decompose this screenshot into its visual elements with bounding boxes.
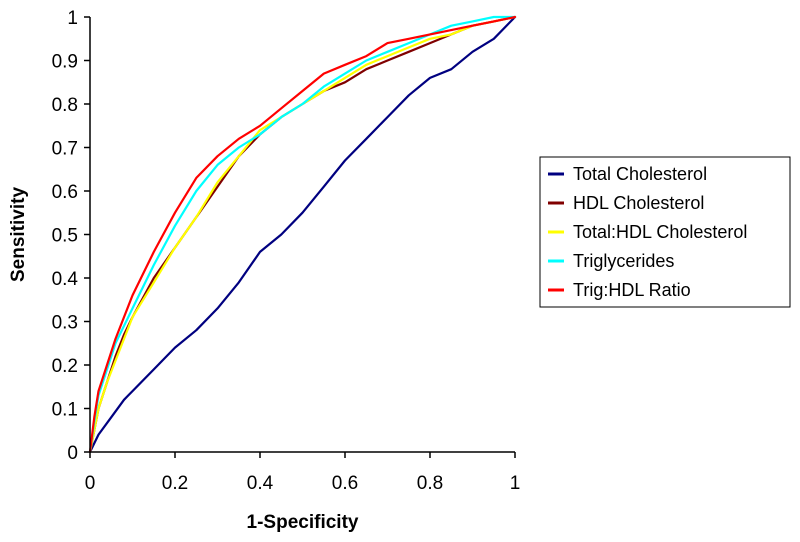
- y-tick-label: 1: [67, 8, 78, 29]
- x-tick-label: 0.2: [162, 473, 188, 494]
- x-ticks: 0 0.2 0.4 0.6 0.8 1: [85, 452, 521, 494]
- y-tick-label: 0.3: [52, 313, 78, 334]
- legend-label: Triglycerides: [573, 251, 674, 271]
- x-tick-label: 0.8: [417, 473, 443, 494]
- y-tick-label: 0.4: [52, 269, 79, 290]
- plot-lines: [88, 15, 517, 454]
- x-tick-label: 0: [85, 473, 96, 494]
- legend: Total Cholesterol HDL Cholesterol Total:HD…: [539, 156, 791, 308]
- y-tick-label: 0.5: [52, 226, 78, 247]
- legend-label: Total:HDL Cholesterol: [573, 222, 747, 242]
- y-tick-label: 0.1: [52, 400, 78, 421]
- y-axis-title: Sensitivity: [8, 187, 29, 282]
- series-line-total-cholesterol: [88, 15, 517, 454]
- legend-label: HDL Cholesterol: [573, 193, 704, 213]
- series-line-hdl-cholesterol: [88, 15, 517, 454]
- series-line-triglycerides: [88, 15, 517, 454]
- y-tick-label: 0.9: [52, 52, 78, 73]
- x-tick-label: 1: [510, 473, 521, 494]
- series-line-trig-hdl-ratio: [88, 15, 517, 454]
- legend-box: [539, 156, 791, 308]
- x-tick-label: 0.6: [332, 473, 358, 494]
- legend-label: Total Cholesterol: [573, 164, 707, 184]
- series-line-total-hdl-cholesterol: [88, 15, 517, 454]
- y-tick-label: 0.2: [52, 356, 78, 377]
- y-tick-label: 0.7: [52, 139, 78, 160]
- y-tick-label: 0: [67, 443, 78, 464]
- legend-label: Trig:HDL Ratio: [573, 280, 691, 300]
- x-tick-label: 0.4: [247, 473, 274, 494]
- axes: 0 0.1 0.2 0.3 0.4 0.5 0.6 0.7 0.8 0.9 1 0 0.2 0.4 0.6…: [52, 8, 521, 494]
- y-tick-label: 0.8: [52, 95, 78, 116]
- y-ticks: 0 0.1 0.2 0.3 0.4 0.5 0.6 0.7 0.8 0.9 1: [52, 8, 90, 464]
- x-axis-title: 1-Specificity: [247, 512, 359, 533]
- y-tick-label: 0.6: [52, 182, 78, 203]
- legend-items: Total Cholesterol HDL Cholesterol Total:HD…: [548, 164, 747, 300]
